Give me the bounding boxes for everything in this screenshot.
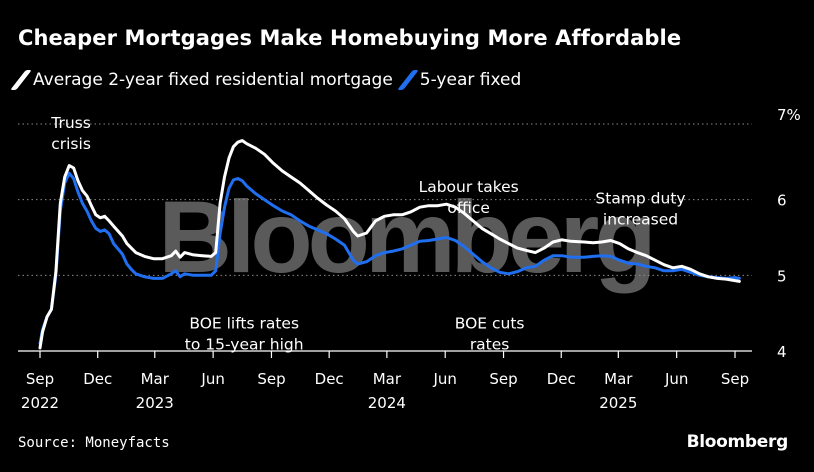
x-tick-label: Dec	[315, 370, 344, 388]
annotation-text: Truss crisis	[50, 114, 91, 153]
x-tick-year: 2023	[136, 394, 174, 412]
y-tick-label: 7%	[777, 106, 801, 124]
annotations: Truss crisis BOE lifts rates to 15-year hig…	[50, 114, 685, 354]
y-axis-ticks: 4 5 6 7%	[777, 106, 801, 361]
annotation-line: office	[447, 199, 490, 217]
bloomberg-logo: Bloomberg	[686, 432, 789, 452]
legend-item-2yr: Average 2-year fixed residential mortgag…	[10, 70, 393, 90]
annotation-line: Labour takes	[419, 178, 519, 196]
annotation-text: Labour takes office	[419, 178, 519, 217]
y-tick-label: 4	[777, 343, 787, 361]
y-tick-label: 5	[777, 267, 787, 285]
series-line-5yr	[38, 171, 741, 345]
legend-label-2yr: Average 2-year fixed residential mortgag…	[33, 70, 393, 90]
source-note: Source: Moneyfacts	[18, 435, 170, 451]
x-tick-label: Jun	[664, 370, 688, 388]
annotation-text: BOE cuts rates	[455, 314, 525, 353]
x-tick-label: Mar	[373, 370, 402, 388]
x-tick-label: Mar	[141, 370, 170, 388]
annotation-line: crisis	[51, 135, 91, 153]
x-tick-year: 2025	[599, 394, 637, 412]
annotation-line: increased	[603, 210, 678, 228]
annotation-text: BOE lifts rates to 15-year high	[185, 314, 304, 353]
series-line-2yr	[38, 139, 741, 350]
series-lines	[38, 139, 741, 350]
annotation-text: Stamp duty increased	[595, 189, 685, 228]
chart-title: Cheaper Mortgages Make Homebuying More A…	[18, 26, 682, 50]
x-tick-label: Sep	[489, 370, 517, 388]
x-tick-year: 2022	[21, 394, 59, 412]
x-tick-label: Dec	[547, 370, 576, 388]
annotation-line: BOE lifts rates	[189, 314, 299, 332]
annotation-line: Truss	[50, 114, 91, 132]
annotation-line: Stamp duty	[595, 189, 685, 207]
annotation-line: to 15-year high	[185, 335, 304, 353]
x-tick-year: 2024	[368, 394, 406, 412]
annotation-line: rates	[470, 335, 510, 353]
x-tick-label: Sep	[26, 370, 54, 388]
x-tick-label: Sep	[721, 370, 749, 388]
x-tick-label: Jun	[200, 370, 224, 388]
legend-item-5yr: 5-year fixed	[396, 70, 522, 90]
annotation-line: BOE cuts	[455, 314, 525, 332]
x-tick-label: Sep	[257, 370, 285, 388]
bloomberg-watermark: Bloomberg	[158, 180, 651, 294]
x-tick-label: Dec	[83, 370, 112, 388]
legend-label-5yr: 5-year fixed	[419, 70, 522, 90]
x-axis: Sep 2022 Dec Mar 2023 Jun Sep Dec Mar 2024 Jun Sep D…	[18, 350, 752, 412]
y-tick-label: 6	[777, 192, 787, 210]
x-tick-label: Jun	[432, 370, 456, 388]
x-tick-label: Mar	[604, 370, 633, 388]
chart-legend: Average 2-year fixed residential mortgag…	[10, 70, 533, 90]
